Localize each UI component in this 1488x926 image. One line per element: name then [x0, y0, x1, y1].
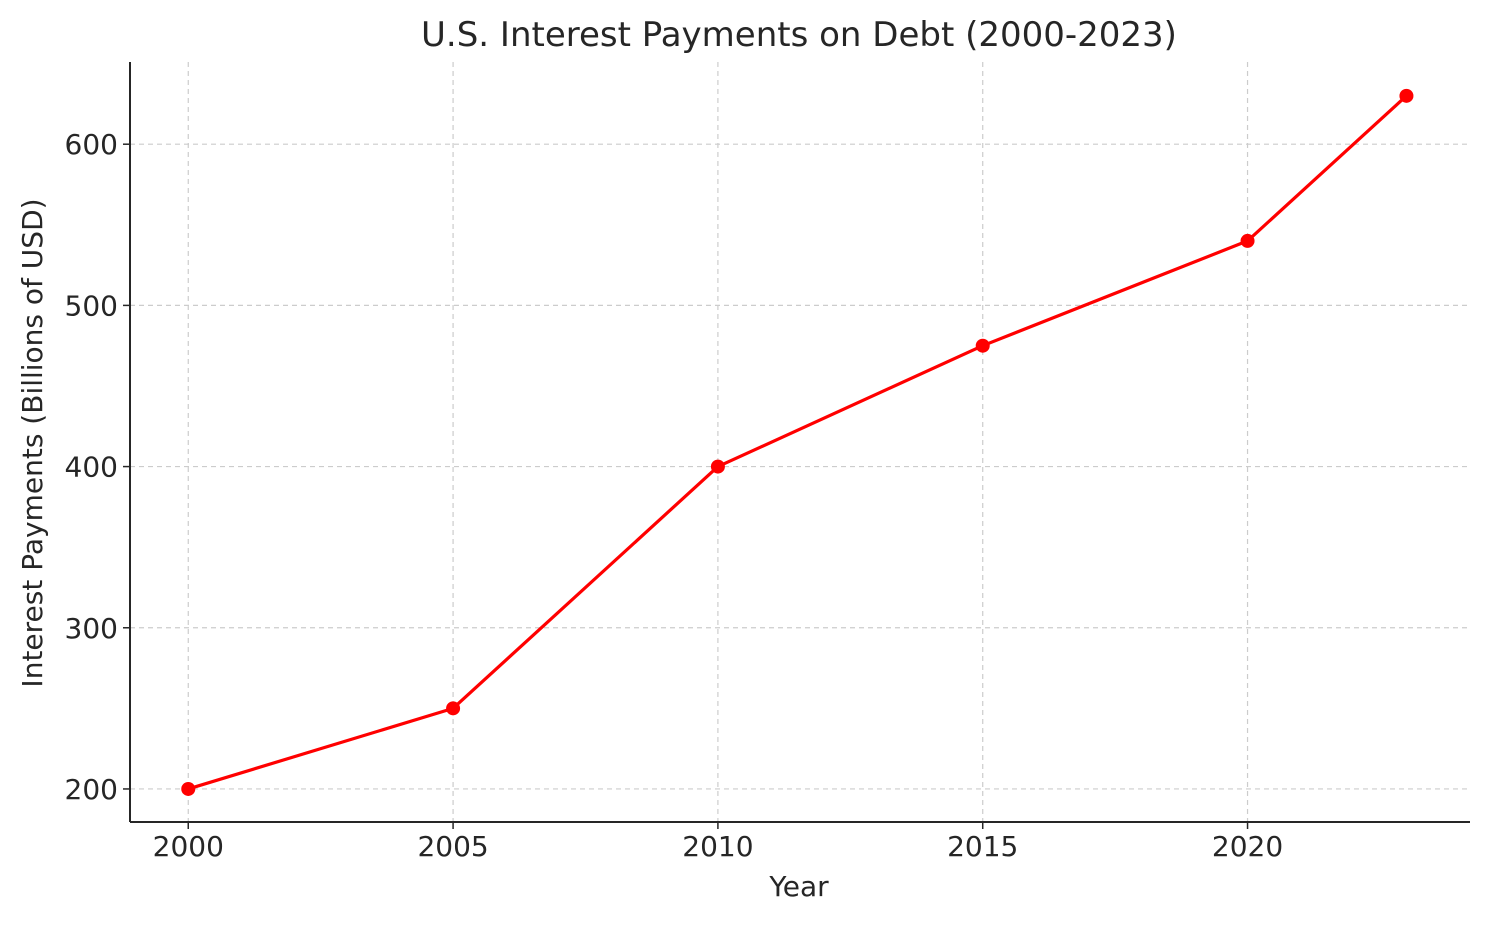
series-layer	[181, 88, 1414, 796]
y-tick-label: 200	[65, 773, 118, 806]
y-tick-label: 500	[65, 289, 118, 322]
x-tick-label: 2000	[153, 830, 224, 863]
x-axis-label: Year	[768, 870, 829, 903]
data-point	[710, 459, 725, 474]
chart-title: U.S. Interest Payments on Debt (2000-202…	[421, 15, 1177, 55]
x-tick-label: 2005	[417, 830, 488, 863]
y-tick-label: 300	[65, 612, 118, 645]
data-point	[1399, 88, 1414, 103]
tick-marks: 2000 2005 2010 2015 2020 200 300 400 500 600	[65, 128, 1284, 863]
axes	[129, 62, 1470, 823]
data-point	[975, 338, 990, 353]
y-axis-label: Interest Payments (Billions of USD)	[16, 198, 49, 687]
grid-lines	[130, 62, 1470, 822]
y-tick-label: 600	[65, 128, 118, 161]
y-tick-label: 400	[65, 451, 118, 484]
x-tick-label: 2010	[682, 830, 753, 863]
x-tick-label: 2020	[1212, 830, 1283, 863]
data-point	[446, 701, 461, 716]
x-tick-label: 2015	[947, 830, 1018, 863]
data-point	[1240, 233, 1255, 248]
series-line	[187, 94, 1408, 791]
data-point	[181, 781, 196, 796]
